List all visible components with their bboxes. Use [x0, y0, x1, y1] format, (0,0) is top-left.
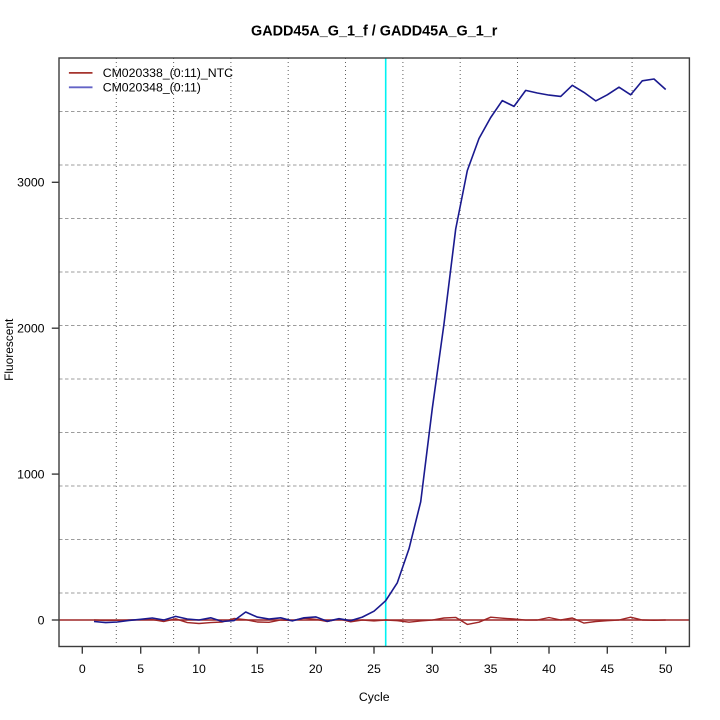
- svg-text:45: 45: [600, 662, 614, 676]
- svg-text:GADD45A_G_1_f / GADD45A_G_1_r: GADD45A_G_1_f / GADD45A_G_1_r: [251, 24, 498, 40]
- svg-text:25: 25: [367, 662, 381, 676]
- svg-text:10: 10: [192, 662, 206, 676]
- svg-text:40: 40: [542, 662, 556, 676]
- svg-text:5: 5: [137, 662, 144, 676]
- svg-text:15: 15: [250, 662, 264, 676]
- svg-text:0: 0: [38, 613, 45, 627]
- svg-text:35: 35: [484, 662, 498, 676]
- svg-text:20: 20: [309, 662, 323, 676]
- svg-text:1000: 1000: [17, 467, 45, 481]
- svg-text:Fluorescent: Fluorescent: [2, 318, 16, 381]
- svg-text:2000: 2000: [17, 322, 45, 336]
- svg-text:CM020348_(0:11): CM020348_(0:11): [103, 81, 201, 95]
- svg-text:50: 50: [659, 662, 673, 676]
- svg-text:0: 0: [79, 662, 86, 676]
- svg-text:30: 30: [425, 662, 439, 676]
- svg-text:CM020338_(0:11)_NTC: CM020338_(0:11)_NTC: [103, 66, 233, 80]
- svg-text:3000: 3000: [17, 176, 45, 190]
- svg-text:Cycle: Cycle: [359, 690, 390, 704]
